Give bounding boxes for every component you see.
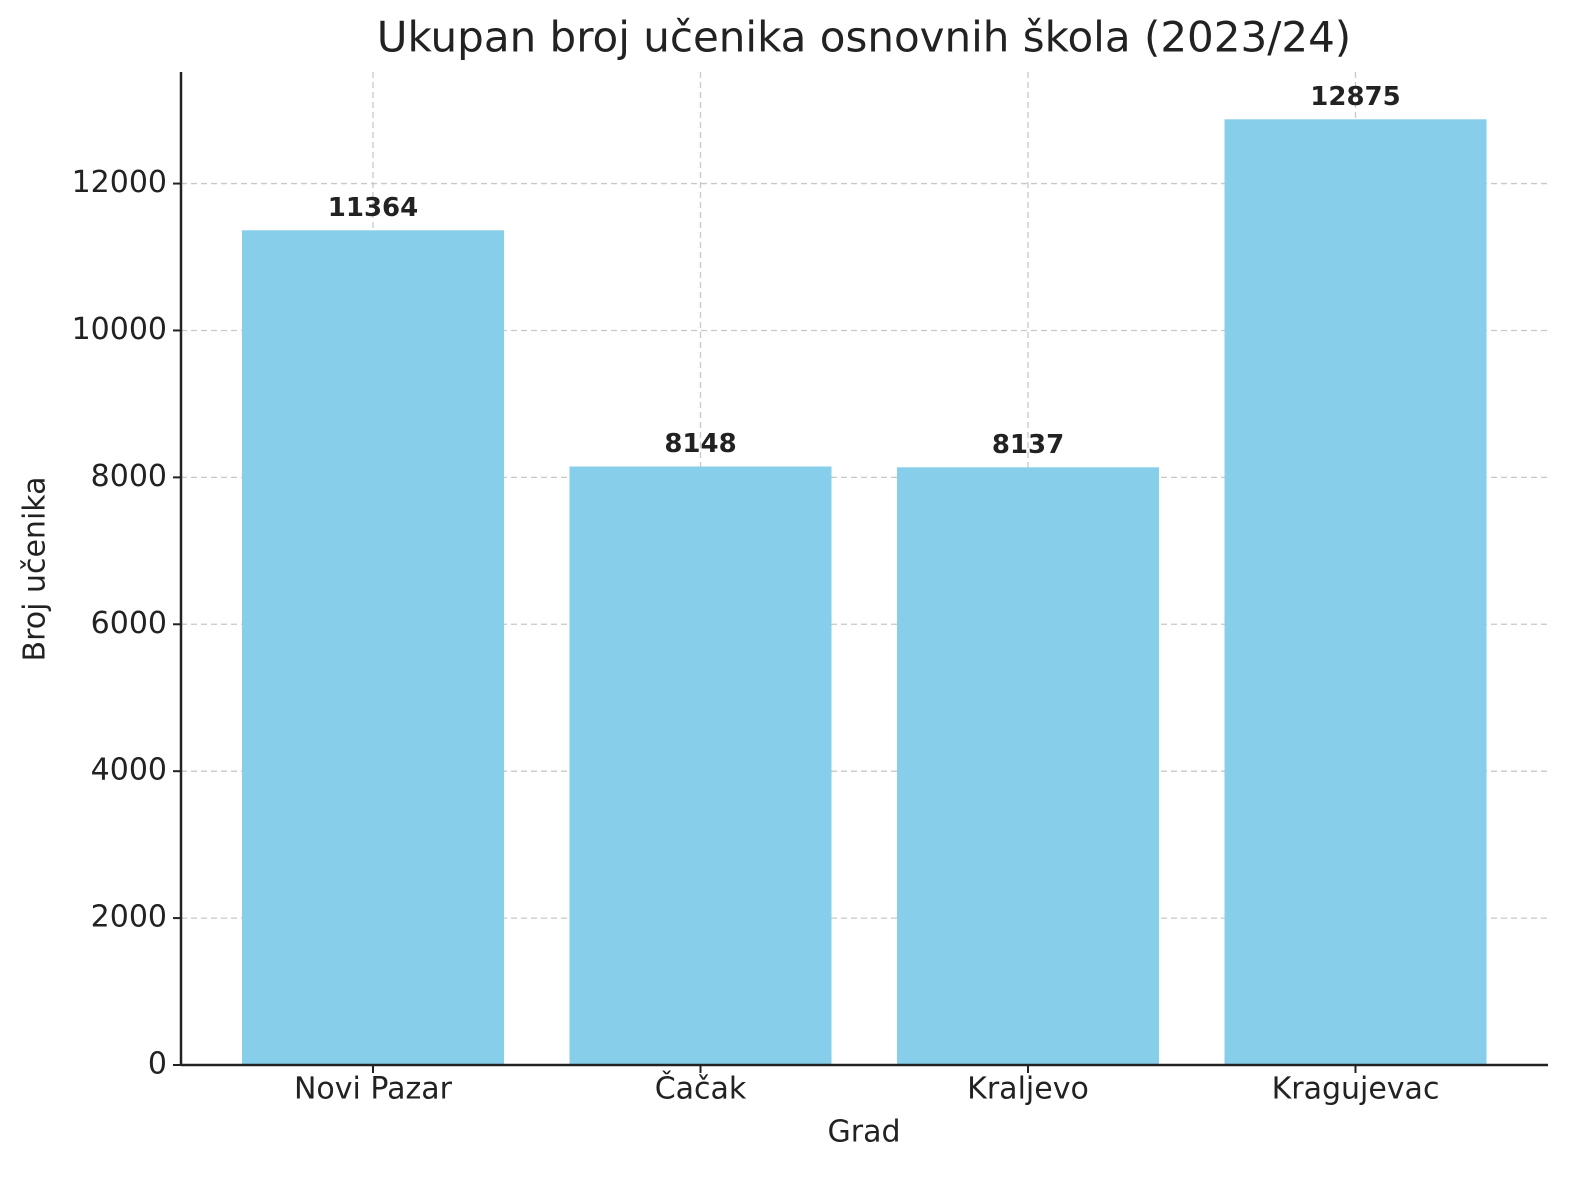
y-tick-label: 12000: [72, 165, 167, 200]
y-tick-label: 6000: [91, 606, 167, 641]
x-tick-label: Kraljevo: [967, 1072, 1089, 1107]
x-axis-label: Grad: [827, 1115, 900, 1150]
bar: [242, 230, 504, 1066]
y-tick-label: 0: [148, 1047, 167, 1082]
bars: [242, 119, 1487, 1066]
x-tick-label: Kragujevac: [1272, 1072, 1440, 1107]
y-tick-label: 2000: [91, 900, 167, 935]
value-label: 12875: [1310, 82, 1400, 112]
x-tick-label: Novi Pazar: [294, 1072, 453, 1107]
y-tick-label: 8000: [91, 459, 167, 494]
value-label: 11364: [328, 193, 418, 223]
value-label: 8148: [664, 429, 736, 459]
y-tick-label: 10000: [72, 312, 167, 347]
chart-title: Ukupan broj učenika osnovnih škola (2023…: [377, 13, 1351, 62]
foreground: 0 2000 4000 6000 8000 10000 12000 Novi Pazar 113…: [72, 72, 1548, 1107]
value-label: 8137: [992, 430, 1064, 460]
y-axis-label: Broj učenika: [18, 476, 53, 661]
bar: [897, 467, 1159, 1065]
y-tick-label: 4000: [91, 753, 167, 788]
x-tick-label: Čačak: [655, 1070, 747, 1107]
bar: [1224, 119, 1487, 1066]
bar: [569, 466, 832, 1065]
